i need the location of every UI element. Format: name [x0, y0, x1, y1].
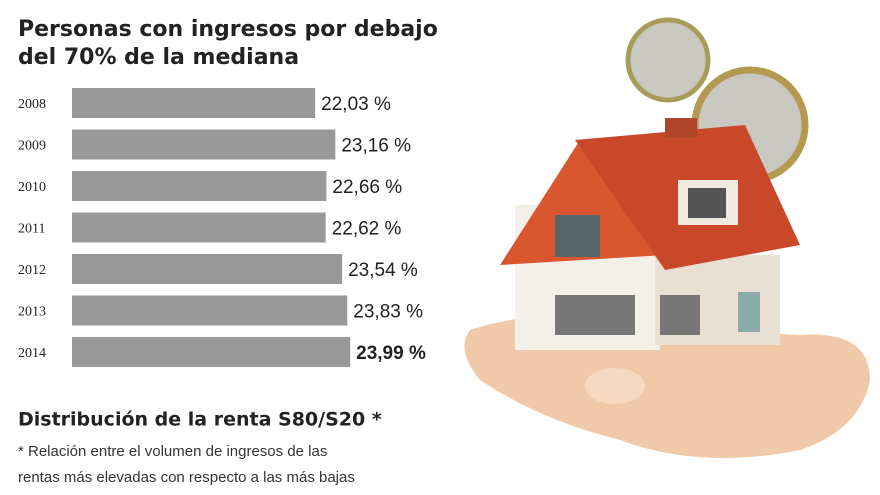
value-label: 23,99 % — [356, 343, 426, 364]
bar — [72, 337, 351, 367]
value-label: 22,62 % — [332, 219, 402, 240]
y-tick-label: 2012 — [18, 263, 46, 278]
y-tick-label: 2011 — [18, 222, 45, 237]
bar — [72, 129, 336, 160]
footnote: * Relación entre el volumen de ingresos … — [18, 443, 327, 460]
bar — [72, 88, 316, 118]
y-tick-label: 2014 — [18, 346, 46, 361]
footnote: rentas más elevadas con respecto a las m… — [18, 469, 355, 486]
y-tick-label: 2010 — [18, 180, 46, 195]
bar — [72, 254, 343, 284]
section-heading: Distribución de la renta S80/S20 * — [18, 409, 382, 431]
chart-title: del 70% de la mediana — [18, 45, 299, 70]
value-label: 22,03 % — [321, 94, 391, 115]
bar — [72, 295, 348, 326]
illustration — [464, 17, 870, 458]
y-tick-label: 2013 — [18, 305, 46, 320]
value-label: 22,66 % — [332, 177, 402, 198]
chart-title: Personas con ingresos por debajo — [18, 17, 438, 42]
y-tick-label: 2008 — [18, 97, 46, 112]
value-label: 23,83 % — [353, 302, 423, 323]
bar — [72, 212, 326, 243]
value-label: 23,54 % — [348, 260, 418, 281]
y-tick-label: 2009 — [18, 139, 46, 154]
bar — [72, 171, 327, 201]
value-label: 23,16 % — [341, 136, 411, 157]
